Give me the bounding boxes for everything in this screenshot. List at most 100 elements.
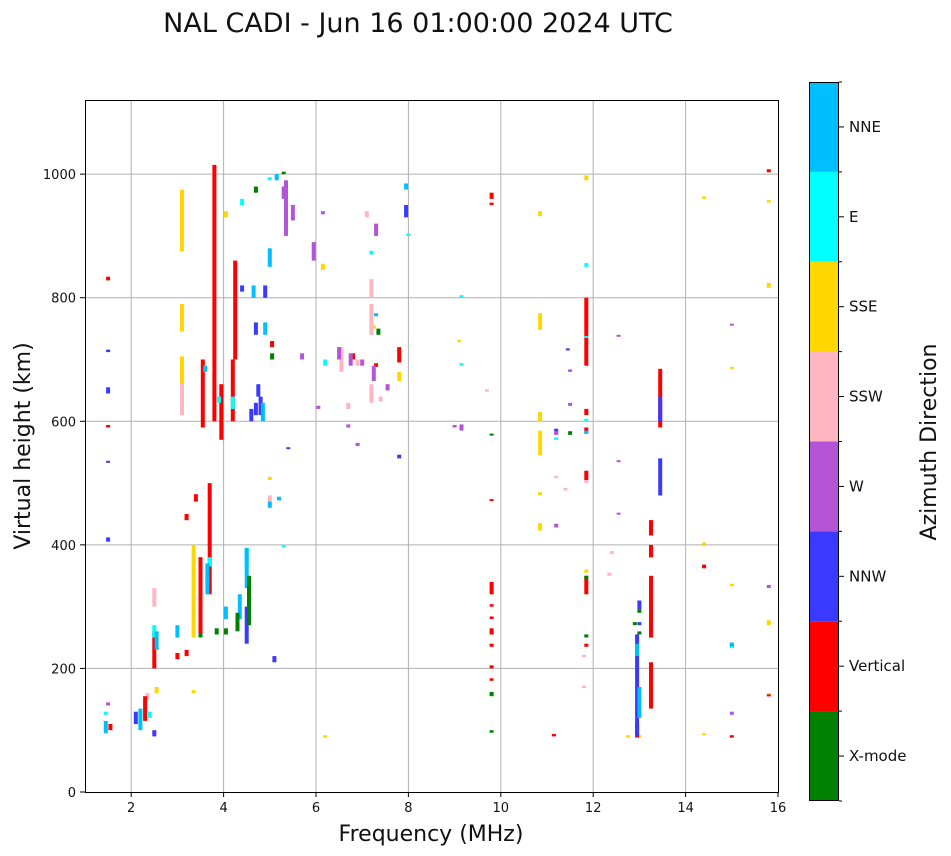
colorbar-swatch bbox=[809, 441, 839, 532]
echo-mark bbox=[637, 631, 642, 635]
echo-mark bbox=[369, 250, 374, 255]
echo-mark bbox=[351, 353, 355, 360]
echo-mark bbox=[766, 169, 771, 173]
echo-mark bbox=[459, 363, 464, 366]
colorbar-title: Azimuth Direction bbox=[917, 343, 942, 540]
series-x-mode bbox=[198, 171, 642, 733]
colorbar-label: Vertical bbox=[849, 657, 905, 675]
y-tick-label: 600 bbox=[51, 415, 76, 430]
echo-mark bbox=[371, 325, 376, 329]
echo-mark bbox=[274, 174, 279, 181]
echo-mark bbox=[565, 348, 570, 351]
echo-mark bbox=[635, 643, 640, 657]
echo-mark bbox=[191, 690, 196, 694]
x-tick-label: 4 bbox=[219, 801, 227, 816]
echo-mark bbox=[355, 359, 360, 366]
echo-mark bbox=[237, 594, 242, 619]
echo-mark bbox=[193, 494, 198, 502]
echo-mark bbox=[346, 402, 351, 409]
echo-mark bbox=[729, 645, 734, 649]
echo-mark bbox=[106, 460, 111, 463]
colorbar-label: NNE bbox=[849, 118, 881, 136]
echo-mark bbox=[584, 569, 589, 573]
echo-mark bbox=[625, 735, 630, 738]
echo-mark bbox=[106, 387, 111, 394]
echo-mark bbox=[145, 693, 150, 700]
echo-mark bbox=[766, 620, 771, 626]
echo-mark bbox=[323, 359, 328, 366]
echo-mark bbox=[180, 356, 184, 385]
echo-mark bbox=[489, 678, 494, 681]
echo-mark bbox=[584, 470, 589, 480]
echo-mark bbox=[230, 359, 235, 422]
echo-mark bbox=[270, 353, 275, 360]
echo-mark bbox=[184, 514, 189, 521]
echo-mark bbox=[152, 631, 157, 669]
series-vertical bbox=[106, 164, 771, 738]
echo-mark bbox=[223, 606, 228, 619]
echo-mark bbox=[267, 476, 272, 480]
colorbar-label: NNW bbox=[849, 567, 886, 585]
echo-mark bbox=[584, 297, 589, 366]
echo-mark bbox=[457, 339, 462, 343]
echo-mark bbox=[637, 735, 642, 738]
echo-mark bbox=[584, 430, 589, 434]
echo-mark bbox=[369, 384, 374, 403]
echo-mark bbox=[649, 575, 653, 638]
echo-mark bbox=[251, 285, 256, 298]
echo-mark bbox=[281, 171, 286, 175]
echo-mark bbox=[554, 437, 559, 440]
x-tick-label: 12 bbox=[585, 801, 602, 816]
echo-mark bbox=[554, 475, 559, 479]
echo-mark bbox=[267, 495, 272, 502]
echo-mark bbox=[609, 551, 614, 555]
echo-mark bbox=[147, 711, 152, 718]
echo-mark bbox=[489, 604, 494, 607]
echo-mark bbox=[180, 384, 184, 416]
echo-mark bbox=[702, 542, 707, 547]
echo-mark bbox=[374, 363, 379, 367]
echo-mark bbox=[191, 544, 196, 638]
echo-mark bbox=[240, 198, 245, 206]
echo-mark bbox=[106, 537, 111, 542]
echo-mark bbox=[253, 186, 258, 193]
colorbar-label: X-mode bbox=[849, 747, 906, 765]
echo-mark bbox=[658, 458, 663, 496]
echo-mark bbox=[108, 724, 113, 731]
echo-mark bbox=[323, 735, 328, 738]
echo-mark bbox=[554, 523, 559, 528]
echo-mark bbox=[658, 396, 663, 422]
echo-mark bbox=[200, 359, 205, 428]
echo-mark bbox=[582, 654, 586, 658]
echo-mark bbox=[584, 634, 589, 638]
echo-mark bbox=[263, 322, 268, 335]
echo-mark bbox=[106, 276, 111, 281]
colorbar-label: W bbox=[849, 477, 864, 495]
echo-mark bbox=[702, 733, 707, 736]
y-axis-label: Virtual height (km) bbox=[11, 342, 36, 549]
echo-mark bbox=[616, 460, 621, 463]
y-tick-label: 1000 bbox=[43, 168, 76, 183]
echo-mark bbox=[138, 708, 143, 731]
echo-mark bbox=[244, 547, 249, 589]
echo-mark bbox=[154, 631, 159, 650]
echo-mark bbox=[397, 454, 402, 459]
colorbar: X-mode Vertical NNW W SSW SSE E NNE bbox=[809, 81, 906, 802]
echo-mark bbox=[253, 322, 258, 335]
echo-mark bbox=[369, 303, 374, 335]
echo-mark bbox=[281, 544, 286, 548]
echo-mark bbox=[152, 588, 157, 607]
series-sse bbox=[154, 175, 771, 738]
echo-mark bbox=[207, 557, 212, 567]
colorbar-swatch bbox=[809, 261, 839, 352]
echo-mark bbox=[316, 405, 321, 409]
echo-mark bbox=[205, 563, 210, 595]
echo-mark bbox=[729, 323, 734, 326]
echo-mark bbox=[766, 694, 771, 697]
echo-mark bbox=[203, 365, 208, 372]
x-tick-label: 2 bbox=[127, 801, 135, 816]
echo-mark bbox=[729, 711, 734, 715]
echo-mark bbox=[649, 544, 653, 558]
echo-mark bbox=[256, 384, 261, 397]
echo-mark bbox=[554, 431, 559, 435]
